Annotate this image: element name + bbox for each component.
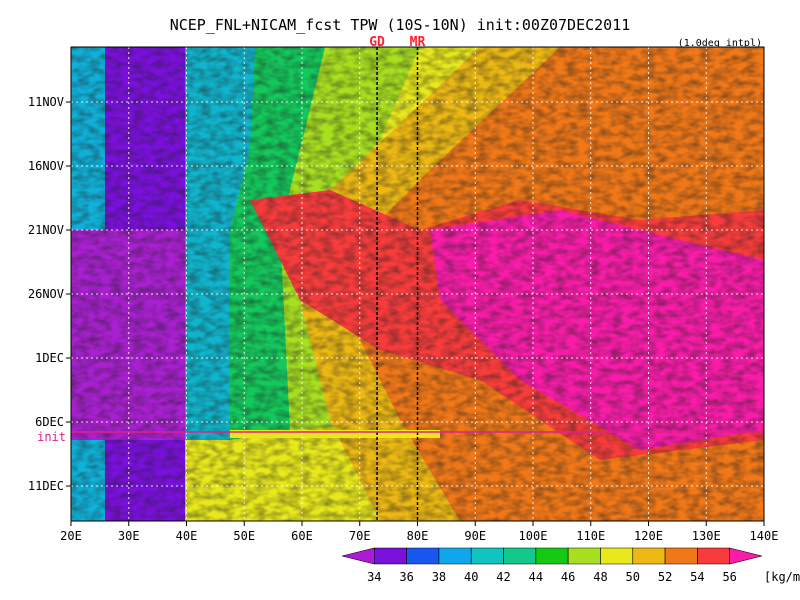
tpw-field bbox=[71, 47, 764, 521]
y-tick-label: 1DEC bbox=[35, 351, 64, 365]
x-tick-label: 50E bbox=[233, 529, 255, 543]
colorbar-label: 48 bbox=[593, 570, 607, 584]
y-tick-label: 11DEC bbox=[28, 479, 64, 493]
y-tick-label: 6DEC bbox=[35, 415, 64, 429]
colorbar-label: 40 bbox=[464, 570, 478, 584]
colorbar-label: 36 bbox=[399, 570, 413, 584]
x-tick-label: 110E bbox=[576, 529, 605, 543]
colorbar-segment bbox=[503, 547, 537, 565]
colorbar-label: 34 bbox=[367, 570, 381, 584]
y-tick-label: 21NOV bbox=[28, 223, 64, 237]
y-tick-label: 16NOV bbox=[28, 159, 64, 173]
marker-label: MR bbox=[410, 35, 426, 50]
colorbar-segment bbox=[729, 547, 763, 565]
init-label: init bbox=[37, 430, 66, 444]
x-tick-label: 120E bbox=[634, 529, 663, 543]
colorbar-segment bbox=[406, 547, 440, 565]
colorbar-segment bbox=[697, 547, 730, 565]
colorbar-unit: [kg/m²] bbox=[764, 570, 800, 584]
x-tick-label: 140E bbox=[750, 529, 779, 543]
colorbar-segment bbox=[600, 547, 634, 565]
x-tick-label: 70E bbox=[349, 529, 371, 543]
marker-lines bbox=[376, 47, 419, 521]
x-tick-label: 130E bbox=[692, 529, 721, 543]
colorbar-label: 50 bbox=[626, 570, 640, 584]
colorbar-segment bbox=[438, 547, 472, 565]
colorbar-label: 54 bbox=[690, 570, 704, 584]
colorbar: 34 36 38 40 42 44 46 48 50 52 54 56 [kg/m²] bbox=[341, 547, 800, 584]
init-band bbox=[230, 430, 440, 438]
colorbar-label: 42 bbox=[496, 570, 510, 584]
x-tick-label: 40E bbox=[176, 529, 198, 543]
x-tick-label: 90E bbox=[464, 529, 486, 543]
colorbar-segment bbox=[664, 547, 698, 565]
colorbar-segment bbox=[374, 547, 407, 565]
y-tick-label: 26NOV bbox=[28, 287, 64, 301]
chart-title: NCEP_FNL+NICAM_fcst TPW (10S-10N) init:0… bbox=[170, 16, 631, 34]
colorbar-segment bbox=[535, 547, 569, 565]
y-tick-label: 11NOV bbox=[28, 95, 64, 109]
interpolation-note: (1.0deg intpl) bbox=[678, 38, 762, 49]
x-tick-label: 20E bbox=[60, 529, 82, 543]
colorbar-segment bbox=[341, 547, 375, 565]
colorbar-label: 44 bbox=[529, 570, 543, 584]
x-tick-label: 60E bbox=[291, 529, 313, 543]
x-axis: 20E 30E 40E 50E 60E 70E 80E 90E 100E 110E 120E 130E… bbox=[60, 521, 778, 543]
x-tick-label: 80E bbox=[407, 529, 429, 543]
x-tick-label: 100E bbox=[519, 529, 548, 543]
marker-label: GD bbox=[369, 35, 385, 50]
x-tick-label: 30E bbox=[118, 529, 140, 543]
marker-labels: GD MR bbox=[369, 35, 425, 50]
colorbar-segment bbox=[567, 547, 601, 565]
y-axis: 11NOV 16NOV 21NOV 26NOV 1DEC 6DEC 11DEC bbox=[28, 95, 71, 493]
colorbar-label: 52 bbox=[658, 570, 672, 584]
colorbar-segment bbox=[632, 547, 666, 565]
colorbar-segment bbox=[470, 547, 504, 565]
colorbar-label: 38 bbox=[432, 570, 446, 584]
colorbar-label: 46 bbox=[561, 570, 575, 584]
colorbar-label: 56 bbox=[722, 570, 736, 584]
